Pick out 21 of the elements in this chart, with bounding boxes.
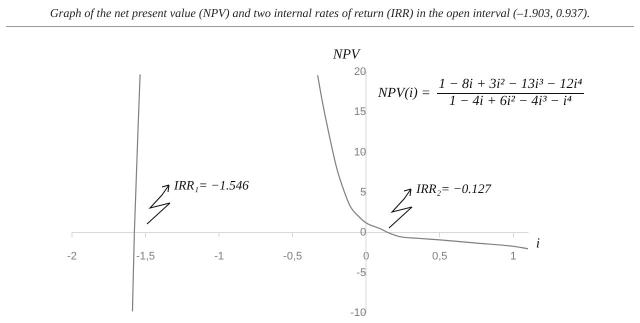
y-tick-label: -5: [356, 266, 366, 279]
x-tick-label: 1: [510, 250, 516, 262]
y-tick-label: 5: [360, 186, 366, 199]
y-axis-title: NPV: [332, 48, 361, 63]
x-tick-label: -1: [214, 250, 224, 262]
y-tick-label: 20: [354, 66, 366, 78]
y-tick-label: 0: [360, 226, 366, 239]
y-tick-label: 15: [354, 106, 366, 118]
y-tick-label: -10: [350, 307, 366, 320]
x-tick-label: 0,5: [432, 250, 448, 262]
annotation: IRR₁= −1.546: [173, 177, 250, 192]
x-tick-label: -0,5: [283, 250, 302, 262]
y-tick-label: 10: [354, 146, 366, 158]
x-tick-label: -1,5: [136, 250, 156, 262]
chart-title: Graph of the net present value (NPV) and two internal rates of return (IRR) in the open interval (–1.903, 0.937).: [48, 6, 592, 21]
x-tick-label: -2: [67, 250, 77, 262]
x-axis-title: i: [536, 236, 540, 252]
annotation: IRR₂= −0.127: [415, 181, 492, 196]
annotation: NPV(i) =: [378, 86, 431, 102]
annotation: 1 − 4i + 6i² − 4i³ − i⁴: [449, 94, 572, 110]
annotation: 1 − 8i + 3i² − 13i³ − 12i⁴: [436, 77, 584, 94]
